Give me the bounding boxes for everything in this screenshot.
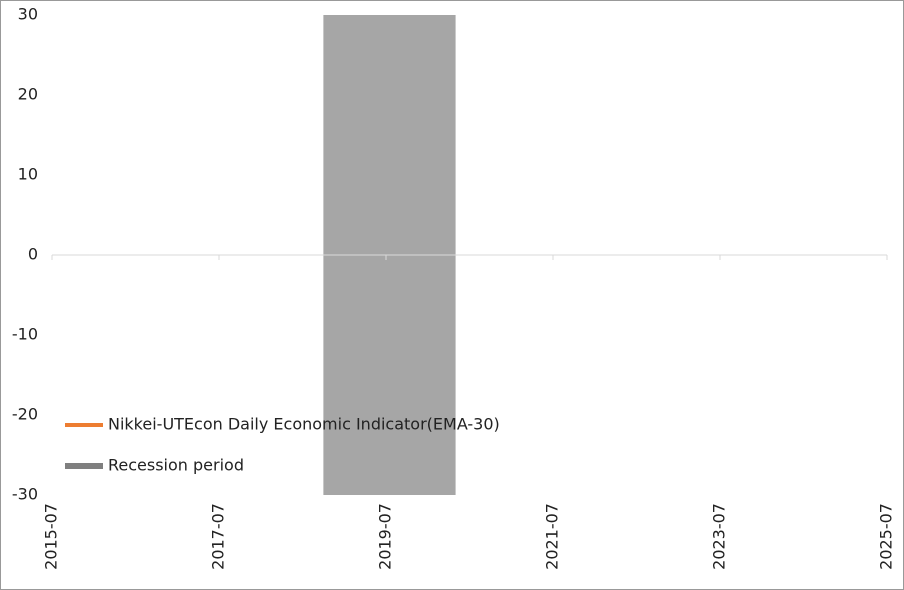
x-tick-label: 2015-07	[42, 503, 61, 570]
y-tick-label: 10	[18, 165, 38, 184]
legend-label: Nikkei-UTEcon Daily Economic Indicator(E…	[108, 415, 500, 434]
x-tick-label: 2025-07	[877, 503, 896, 570]
x-tick-label: 2023-07	[710, 503, 729, 570]
y-tick-label: 20	[18, 85, 38, 104]
y-tick-label: 30	[18, 5, 38, 24]
x-tick-label: 2019-07	[376, 503, 395, 570]
x-tick-label: 2021-07	[543, 503, 562, 570]
legend-label: Recession period	[108, 456, 244, 475]
y-tick-label: -10	[12, 325, 38, 344]
x-tick-label: 2017-07	[209, 503, 228, 570]
y-tick-label: -20	[12, 405, 38, 424]
y-tick-label: -30	[12, 485, 38, 504]
y-tick-label: 0	[28, 245, 38, 264]
